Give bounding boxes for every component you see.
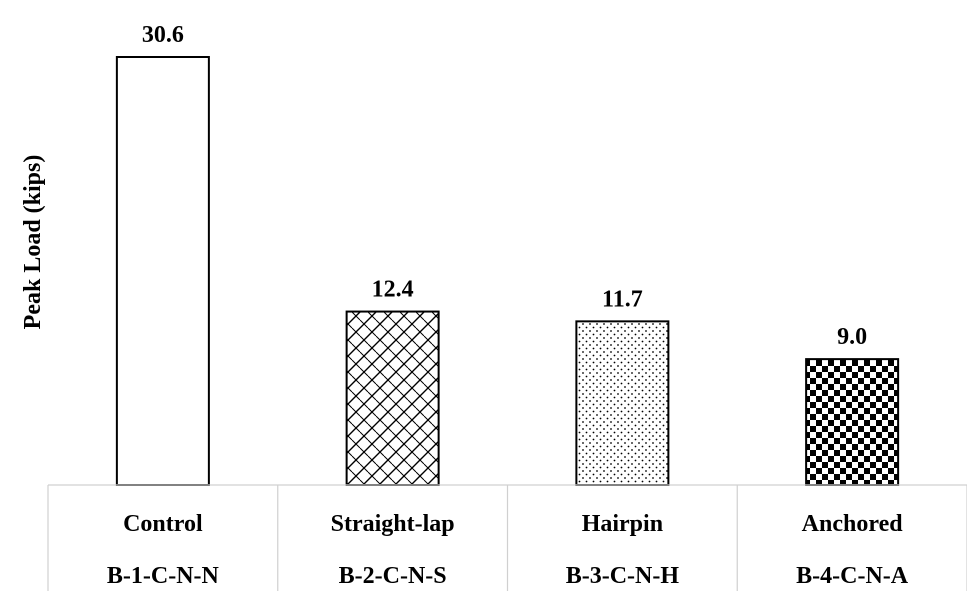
category-label-anchored: Anchored (802, 511, 904, 537)
category-code-b-4-c-n-a: B-4-C-N-A (796, 563, 909, 589)
value-label-hairpin: 11.7 (602, 286, 643, 312)
category-label-hairpin: Hairpin (582, 511, 663, 537)
value-label-anchored: 9.0 (837, 324, 867, 350)
category-code-b-3-c-n-h: B-3-C-N-H (566, 563, 680, 589)
category-table: Control B-1-C-N-N Straight-lap B-2-C-N-S Hai… (47, 484, 967, 591)
category-label-straight-lap: Straight-lap (331, 511, 455, 537)
value-label-straight-lap: 12.4 (372, 277, 414, 303)
bar-anchored (805, 358, 900, 486)
value-label-control: 30.6 (142, 22, 184, 48)
category-code-b-1-c-n-n: B-1-C-N-N (107, 563, 220, 589)
bar-straight-lap (345, 310, 440, 487)
bar-control (115, 56, 210, 486)
category-label-control: Control (123, 511, 203, 537)
category-code-b-2-c-n-s: B-2-C-N-S (339, 563, 447, 589)
y-axis-label: Peak Load (kips) (20, 155, 46, 330)
bar-hairpin (575, 320, 670, 486)
